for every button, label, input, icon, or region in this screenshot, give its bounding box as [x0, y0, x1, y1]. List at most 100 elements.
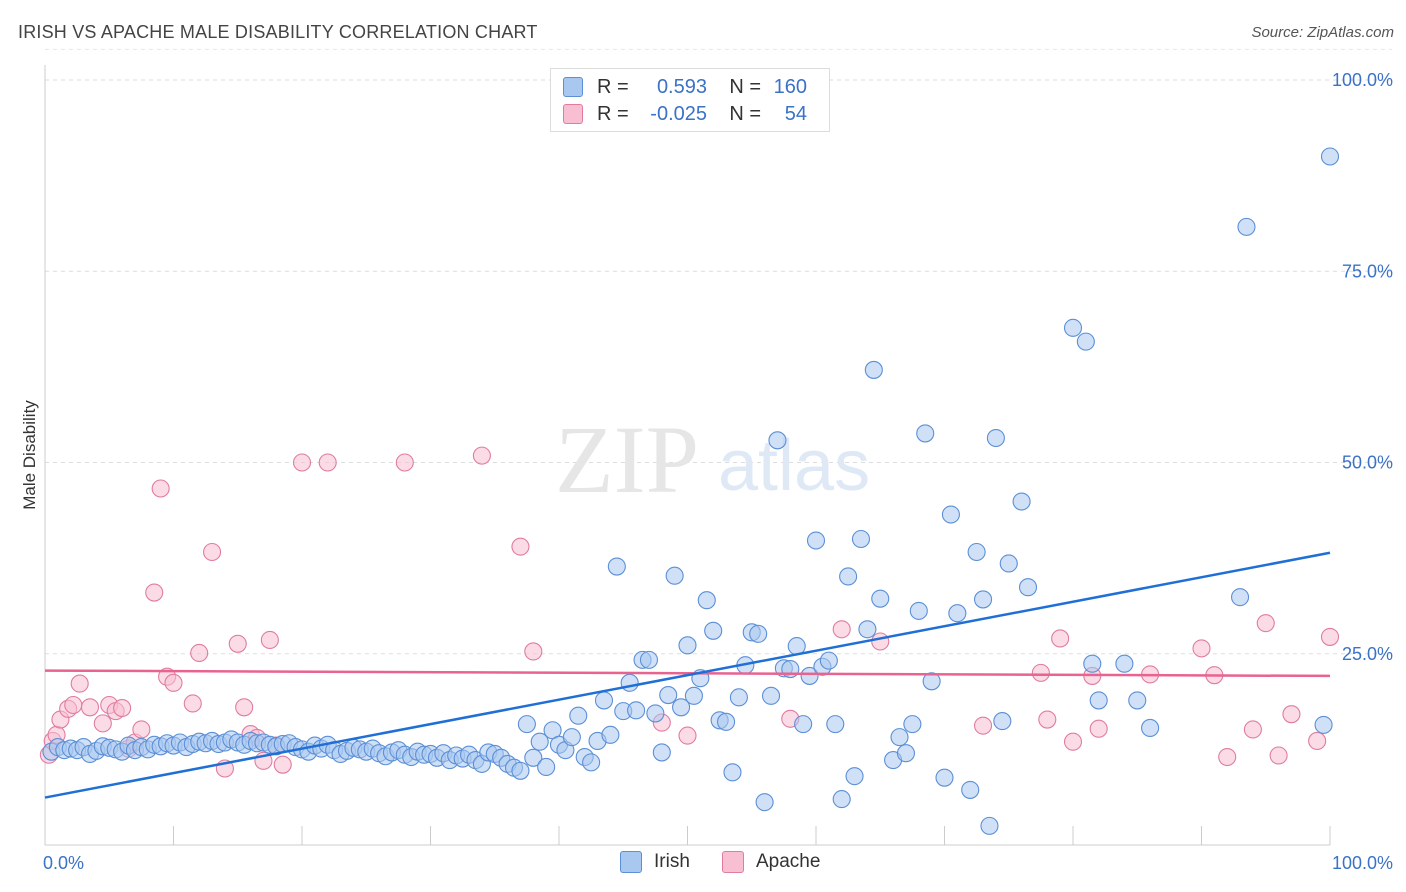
irish-point: [607, 557, 626, 576]
irish-point: [806, 531, 826, 550]
irish-point: [781, 659, 800, 679]
irish-point: [1141, 718, 1160, 738]
irish-point: [755, 793, 774, 812]
irish-point: [916, 424, 935, 443]
irish-point: [716, 712, 736, 731]
apache-point: [1243, 720, 1262, 739]
apache-point: [64, 695, 83, 715]
irish-point: [922, 672, 941, 691]
irish-point: [646, 704, 665, 723]
apache-point: [973, 716, 993, 735]
irish-point: [697, 591, 716, 610]
r-label: R =: [597, 102, 629, 125]
irish-point: [864, 360, 883, 379]
apache-point: [183, 694, 202, 713]
irish-point: [999, 554, 1018, 573]
tick-labels: 25.0% 50.0% 75.0% 100.0% 0.0% 100.0%: [43, 70, 1393, 873]
irish-point: [993, 712, 1012, 731]
irish-point: [723, 763, 742, 782]
apache-point: [395, 453, 414, 472]
irish-point: [1128, 691, 1147, 710]
apache-point: [511, 537, 530, 556]
irish-point: [941, 505, 960, 524]
correlation-legend: R = 0.593 N = 160 R = -0.025 N = 54: [550, 68, 830, 132]
watermark-atlas: atlas: [718, 426, 870, 506]
r-value: 0.593: [656, 75, 707, 98]
irish-point: [517, 715, 536, 734]
apache-points: [39, 446, 1340, 778]
y-axis-label: Male Disability: [20, 400, 39, 510]
irish-point: [826, 715, 845, 734]
irish-point: [1083, 654, 1102, 673]
watermark-zip: ZIP: [555, 406, 699, 513]
apache-point: [1051, 629, 1070, 648]
irish-point: [537, 757, 556, 777]
apache-point: [871, 632, 890, 651]
legend-row-apache: R = -0.025 N = 54: [563, 101, 807, 127]
irish-point: [678, 636, 697, 655]
apache-point: [678, 726, 697, 745]
apache-point: [1269, 746, 1288, 765]
irish-point: [839, 567, 858, 586]
legend-row-irish: R = 0.593 N = 160: [563, 74, 807, 100]
irish-point: [672, 698, 691, 717]
irish-point: [967, 542, 986, 562]
x-tick-label: 100.0%: [1332, 853, 1393, 873]
apache-point: [1063, 732, 1083, 751]
irish-legend-swatch: [620, 851, 642, 873]
n-value: 160: [773, 75, 807, 98]
apache-point: [1320, 627, 1340, 646]
irish-point: [562, 728, 581, 747]
irish-point: [524, 748, 543, 767]
irish-point: [665, 566, 684, 585]
apache-point: [318, 453, 337, 472]
irish-point: [1012, 492, 1031, 511]
irish-point: [1314, 715, 1333, 734]
apache-trend-line: [44, 669, 1331, 678]
apache-point: [832, 620, 851, 639]
y-tick-label: 50.0%: [1342, 453, 1393, 473]
irish-point: [871, 589, 890, 608]
irish-point: [986, 428, 1005, 448]
irish-point: [1320, 147, 1340, 166]
apache-point: [70, 674, 89, 693]
axes: [44, 65, 1331, 846]
irish-point: [659, 686, 678, 705]
legend-irish: Irish: [620, 851, 690, 873]
irish-point: [729, 688, 748, 707]
irish-point: [851, 529, 871, 549]
irish-point: [594, 691, 614, 710]
apache-point: [235, 698, 254, 717]
irish-point: [794, 715, 813, 734]
irish-point: [639, 650, 659, 669]
apache-point: [203, 542, 222, 562]
apache-point: [1038, 710, 1057, 729]
irish-point: [601, 725, 620, 744]
apache-point: [1308, 731, 1327, 751]
irish-point: [749, 624, 768, 643]
irish-point: [684, 686, 703, 705]
irish-points: [42, 147, 1340, 835]
irish-point: [903, 715, 922, 734]
n-value: 54: [784, 102, 807, 125]
irish-point: [652, 743, 671, 762]
apache-point: [524, 642, 543, 661]
legend-apache: Apache: [722, 851, 820, 873]
apache-point: [1218, 747, 1237, 767]
apache-point: [164, 673, 183, 692]
gridlines: [45, 48, 1392, 655]
apache-point: [93, 714, 112, 733]
irish-point: [704, 621, 723, 640]
r-value: -0.025: [650, 102, 707, 125]
irish-point: [582, 753, 601, 772]
irish-point: [909, 601, 928, 620]
trend-lines: [44, 551, 1331, 799]
irish-point: [511, 761, 530, 780]
irish-point: [845, 767, 864, 786]
apache-point: [190, 643, 209, 663]
irish-point: [832, 790, 851, 809]
apache-legend-swatch: [722, 851, 744, 873]
apache-point: [228, 634, 247, 653]
irish-point: [973, 590, 993, 609]
